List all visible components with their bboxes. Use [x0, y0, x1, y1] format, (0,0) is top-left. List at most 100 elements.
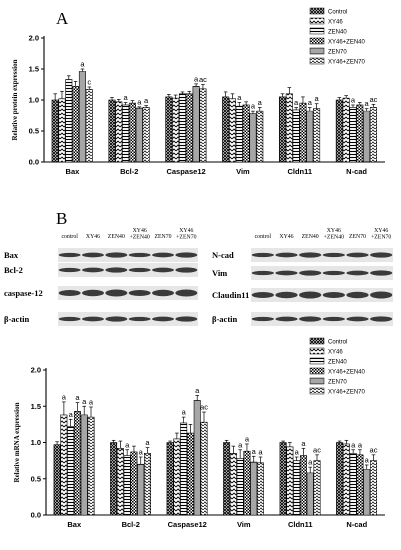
legend-label-xy46-zen70: XY46+ZEN70 [328, 390, 366, 396]
bar-cldn11-zen70 [306, 110, 314, 163]
significance-label: a [351, 440, 356, 449]
significance-label: ac [200, 403, 208, 412]
category-label-bcl-2: Bcl-2 [120, 167, 138, 176]
significance-label: a [124, 93, 129, 102]
blot-protein-label-claudin11: Claudin11 [212, 290, 249, 300]
blot-band [275, 270, 298, 276]
blot-band [275, 252, 298, 258]
bar-bcl-2-xy46 [115, 101, 123, 163]
bar-caspase12-control [166, 442, 174, 516]
bar-vim-xy46-zen70 [257, 462, 264, 516]
legend-swatch-xy46-zen70 [309, 387, 325, 395]
bar-cldn11-control [278, 96, 287, 163]
bar-cldn11-zen40 [293, 460, 301, 516]
significance-label: a [252, 447, 257, 456]
bar-bcl-2-control [110, 442, 118, 516]
y-tick-label: 1.5 [29, 65, 39, 74]
legend-swatch-control [309, 337, 325, 345]
y-axis-title: Relative protein expression [11, 59, 19, 140]
significance-label: a [237, 93, 242, 102]
significance-label: a [82, 397, 87, 406]
bar-bax-xy46-zen70 [87, 416, 95, 516]
bar-n-cad-control [335, 99, 343, 163]
blot-band [128, 316, 151, 322]
blot-band [370, 316, 393, 322]
blot-protein-label-actin: β-actin [4, 314, 30, 324]
legend-label-xy46: XY46 [328, 350, 343, 356]
blot-band [346, 252, 369, 258]
y-tick-label: 1.0 [29, 96, 39, 105]
blot-band [175, 289, 198, 297]
significance-label: a [308, 98, 313, 107]
legend-label-xy46-zen70: XY46+ZEN70 [328, 60, 366, 66]
blot-band [175, 316, 198, 322]
blot-band [251, 292, 274, 298]
legend-label-zen40: ZEN40 [328, 360, 347, 366]
lane-label: XY46 [279, 234, 293, 240]
significance-label: ac [369, 95, 377, 104]
category-label-cldn11: Cldn11 [288, 520, 313, 529]
bar-n-cad-zen70 [363, 469, 371, 516]
blot-strip [251, 312, 393, 326]
legend-label-xy46-zen40: XY46+ZEN40 [328, 370, 366, 376]
bar-n-cad-zen40 [349, 107, 357, 163]
blot-band [322, 252, 345, 258]
significance-label: a [258, 448, 263, 457]
significance-label: a [139, 448, 144, 457]
bar-bax-xy46 [60, 414, 68, 516]
legend-label-zen70: ZEN70 [328, 380, 347, 386]
blot-band [152, 267, 174, 273]
lane-label: ZEN70 [349, 234, 366, 240]
bar-bcl-2-xy46 [116, 447, 124, 516]
bar-vim-control [223, 442, 231, 516]
blot-band [370, 252, 393, 258]
blot-band [105, 289, 128, 297]
blot-band [370, 270, 393, 276]
blot-band [299, 291, 322, 299]
significance-label: a [251, 102, 256, 111]
bar-n-cad-xy46-zen40 [356, 454, 364, 516]
category-label-bax: Bax [67, 520, 82, 529]
bar-caspase12-control [165, 96, 173, 163]
blot-band [346, 291, 369, 299]
bar-bcl-2-control [108, 99, 116, 163]
blot-strip [251, 288, 393, 302]
legend-label-zen40: ZEN40 [328, 30, 347, 36]
bar-bcl-2-xy46-zen40 [128, 102, 136, 163]
lane-label: XY46 +ZEN70 [176, 228, 196, 241]
bar-cldn11-xy46-zen70 [313, 460, 321, 516]
legend-swatch-xy46-zen70 [309, 57, 325, 65]
legend: Control XY46 ZEN40 XY46+ZEN40 ZEN70 XY46+ZEN7… [309, 337, 366, 396]
legend-label-xy46-zen40: XY46+ZEN40 [328, 40, 366, 46]
blot-band [105, 316, 128, 322]
bar-vim-control [222, 96, 230, 163]
bar-cldn11-xy46-zen40 [299, 455, 307, 516]
blot-band [346, 316, 369, 322]
legend-swatch-xy46 [309, 347, 325, 355]
blot-band [322, 292, 345, 298]
bar-n-cad-zen70 [363, 110, 371, 163]
significance-label: ac [370, 445, 378, 454]
significance-label: a [137, 97, 142, 106]
legend-swatch-zen40 [309, 357, 325, 365]
bar-caspase12-xy46-zen70 [199, 88, 207, 163]
category-label-cldn11: Cldn11 [287, 167, 312, 176]
blot-strip [58, 312, 198, 326]
significance-label: a [358, 440, 363, 449]
bar-bax-control [53, 444, 61, 516]
legend-label-control: Control [328, 340, 347, 346]
significance-label: a [295, 448, 300, 457]
blot-right: control XY46 ZEN40 XY46 +ZEN40 ZEN70 XY46 +ZEN7… [212, 228, 393, 326]
significance-label: a [301, 439, 306, 448]
blot-band [105, 252, 128, 258]
y-tick-label: 0.0 [31, 511, 41, 520]
blot-band [58, 267, 81, 273]
protein-expression-chart: 0.0 0.5 1.0 1.5 2.0 Relative protein expressi… [11, 7, 385, 176]
blot-left: control XY46 ZEN40 XY46 +ZEN40 ZEN70 XY46 +ZEN7… [4, 228, 198, 326]
bar-cldn11-zen70 [306, 472, 314, 516]
bar-n-cad-zen40 [349, 453, 357, 516]
bar-cldn11-control [279, 442, 287, 516]
legend-swatch-xy46 [309, 17, 325, 25]
lane-label: ZEN70 [154, 234, 171, 240]
category-label-caspase12: Caspase12 [166, 167, 205, 176]
